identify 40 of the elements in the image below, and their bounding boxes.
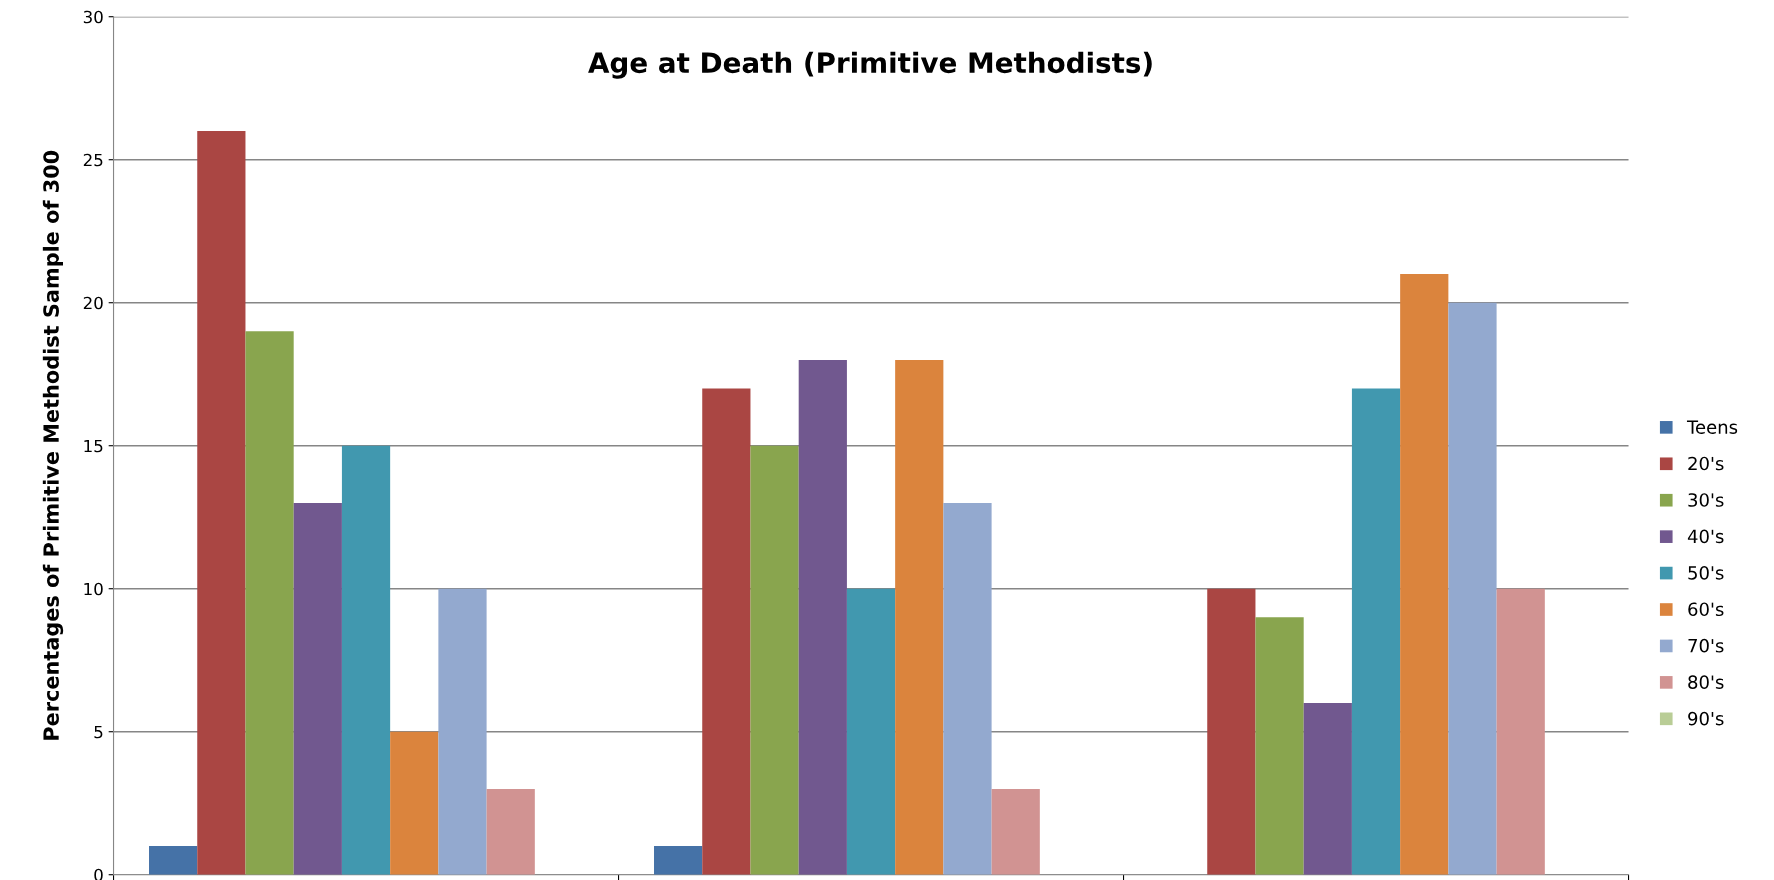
bar [390,731,439,875]
y-tick-label: 20 [83,296,103,310]
y-tick-label: 10 [84,582,103,596]
legend-label: 60's [1688,602,1724,617]
y-tick-label: 25 [83,153,103,167]
y-tick-label: 5 [94,725,103,739]
bar [1207,588,1256,875]
y-tick-label: 15 [84,439,103,453]
bar [486,788,535,875]
bar [846,588,896,875]
bar [750,445,799,875]
bar [197,131,246,875]
legend-label: 40's [1687,529,1724,544]
y-tick-label: 30 [83,10,103,24]
bar [1303,703,1352,875]
bar [341,445,391,875]
legend-label: 50's [1688,566,1724,580]
bar [438,588,487,875]
bar [943,502,992,875]
bar [702,388,751,875]
legend-label: 90's [1688,711,1724,726]
bar [293,502,342,875]
bar [1448,302,1497,875]
bar [1400,274,1449,875]
legend-label: 30's [1688,493,1724,507]
bar [245,331,294,875]
legend-label: 20's [1688,456,1724,471]
bar [1351,388,1401,875]
bar [1255,617,1304,875]
y-axis-title: Percentages of Primitive Methodist Sample of 300 [42,150,64,740]
bar [149,846,198,875]
text: Age at Death (Primitive Methodists) [588,51,1152,79]
bar [1496,588,1545,875]
legend-label: 70's [1688,638,1724,653]
bar [654,846,703,875]
bar [798,359,847,875]
legend-label: Teens [1686,420,1738,434]
legend-label: 80's [1688,675,1724,689]
bar [991,788,1040,875]
bar [895,359,944,875]
